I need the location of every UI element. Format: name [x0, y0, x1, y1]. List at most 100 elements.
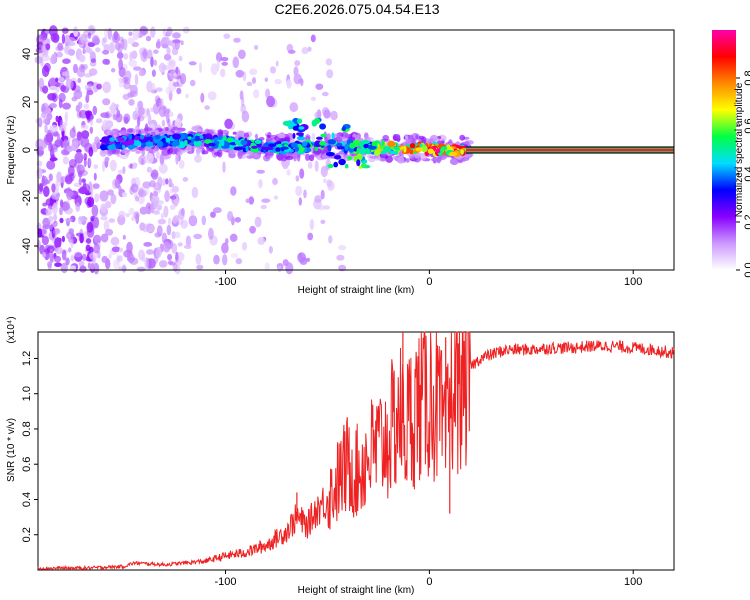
spectrogram-ridge-blob — [240, 140, 248, 146]
spectrogram-noise-blob — [101, 255, 108, 264]
spectrogram-noise-blob — [92, 183, 100, 190]
spectrogram-halo-blob — [436, 156, 441, 164]
spectrogram-noise-blob — [140, 158, 144, 166]
spectrogram-noise-blob — [36, 167, 43, 179]
spectrogram-noise-blob — [165, 86, 172, 95]
spectrogram-noise-blob — [138, 187, 144, 197]
spectrogram-noise-blob — [74, 251, 83, 258]
spectrogram-noise-blob — [50, 32, 60, 43]
spectrogram-noise-blob — [39, 244, 45, 255]
spectrogram-noise-blob — [317, 204, 326, 211]
snr-x-label: Height of straight line (km) — [298, 585, 415, 596]
spectrogram-ridge-blob — [161, 137, 166, 144]
spectrogram-ridge-blob — [282, 120, 291, 126]
spectrogram-noise-blob — [327, 181, 335, 191]
spectrogram-ridge-blob — [296, 132, 304, 136]
colorbar-tick-label: 0.0 — [743, 262, 750, 277]
spectrogram-noise-blob — [129, 163, 133, 169]
spectrogram-noise-blob — [87, 42, 96, 47]
spectrogram-noise-blob — [41, 175, 45, 187]
colorbar-ticks: 0.0 0.2 0.4 0.6 0.8 — [736, 70, 750, 278]
spectrogram-noise-blob — [129, 90, 138, 97]
spectrogram-ridge-blob — [327, 164, 334, 168]
spectrogram-ridge-blob — [446, 144, 451, 150]
spectrogram-noise-blob — [168, 111, 174, 117]
spectrogram-noise-blob — [112, 32, 121, 43]
spectrogram-noise-blob — [68, 247, 72, 253]
spectrogram-noise-blob — [224, 118, 233, 129]
spectrogram-halo-blob — [194, 124, 203, 132]
spectrogram-ridge-blob — [344, 143, 349, 151]
spectrogram-noise-blob — [44, 123, 48, 134]
spectrogram-noise-blob — [51, 183, 56, 193]
snr-y-tick-label: 0.6 — [21, 457, 33, 472]
spectrogram-noise-blob — [76, 131, 83, 141]
spectrogram-ridge-blob — [292, 132, 296, 139]
spectrogram-noise-blob — [241, 95, 245, 108]
spectrogram-ridge-blob — [345, 163, 349, 169]
spectrogram-noise-blob — [136, 266, 146, 272]
spectrogram-noise-blob — [188, 215, 198, 227]
spectrogram-noise-blob — [44, 29, 51, 34]
spectrogram-noise-blob — [95, 47, 101, 53]
spectrogram-ridge-blob — [300, 146, 304, 153]
spectrogram-noise-blob — [320, 165, 328, 178]
spectrogram-ridge-blob — [338, 158, 346, 166]
spectrogram-noise-blob — [156, 200, 164, 205]
spectrogram-noise-blob — [124, 70, 132, 81]
spectrogram-ridge-blob — [134, 136, 139, 141]
spectrogram-noise-blob — [160, 212, 165, 219]
colorbar-tick-label: 0.4 — [743, 166, 750, 181]
spectrogram-noise-blob — [298, 78, 304, 84]
spectrogram-noise-blob — [91, 35, 100, 46]
spectrogram-noise-blob — [61, 249, 67, 261]
spectrogram-noise-blob — [153, 49, 159, 54]
spectrogram-noise-blob — [155, 196, 160, 201]
spectrogram-noise-blob — [81, 178, 86, 183]
spectrogram-noise-blob — [91, 204, 99, 217]
spectrogram-noise-blob — [54, 221, 58, 227]
spectrogram-ridge-blob — [415, 147, 424, 152]
colorbar-tick-label: 0.2 — [743, 214, 750, 229]
snr-y-tick-label: 0.8 — [21, 421, 33, 436]
spectrogram-ridge-blob — [155, 134, 161, 140]
spectrogram-noise-blob — [70, 254, 75, 262]
spectrogram-ridge-blob — [316, 136, 323, 140]
spectrogram-noise-blob — [138, 69, 145, 77]
spectrogram-noise-blob — [51, 202, 58, 215]
spectrogram-noise-blob — [65, 218, 73, 223]
spectrogram-noise-blob — [171, 243, 178, 254]
spectrogram-noise-blob — [61, 235, 65, 243]
spectrogram-noise-blob — [128, 207, 135, 216]
spectrogram-noise-blob — [68, 228, 74, 235]
spectrogram-noise-blob — [167, 253, 173, 261]
spectrogram-noise-blob — [61, 33, 65, 44]
spectrogram-halo-blob — [382, 134, 390, 141]
spectrogram-noise-blob — [307, 161, 313, 169]
spectrogram-ridge-blob — [204, 139, 213, 144]
spectrogram-noise-blob — [104, 122, 113, 128]
snr-y-tick-label: 1.2 — [21, 351, 33, 366]
spectrogram-noise-blob — [69, 128, 77, 139]
spectrogram-noise-blob — [145, 35, 152, 42]
spectrogram-noise-blob — [220, 68, 226, 78]
spectrogram-noise-blob — [253, 89, 260, 99]
spectrogram-ridge-blob — [296, 118, 303, 124]
spectrogram-noise-blob — [323, 178, 327, 184]
spectrogram-noise-blob — [81, 130, 90, 139]
spectrogram-noise-blob — [45, 208, 52, 215]
spectrogram-noise-blob — [156, 225, 163, 237]
spectrogram-noise-blob — [314, 195, 322, 203]
spectrogram-ridge-blob — [347, 156, 353, 160]
spectrogram-noise-blob — [172, 39, 181, 44]
spectrogram-noise-blob — [122, 264, 127, 273]
spectrogram-noise-blob — [146, 249, 154, 255]
spectrogram-noise-blob — [99, 190, 109, 202]
spectrogram-y-label: Frequency (Hz) — [6, 116, 17, 185]
spectrogram-halo-blob — [465, 153, 474, 157]
spectrogram-noise-blob — [204, 105, 210, 110]
spectrogram-x-ticks: -100 0 100 — [215, 270, 642, 288]
spectrogram-noise-blob — [164, 190, 170, 203]
spectrogram-noise-blob — [116, 109, 121, 118]
spectrogram-noise-blob — [100, 112, 110, 118]
